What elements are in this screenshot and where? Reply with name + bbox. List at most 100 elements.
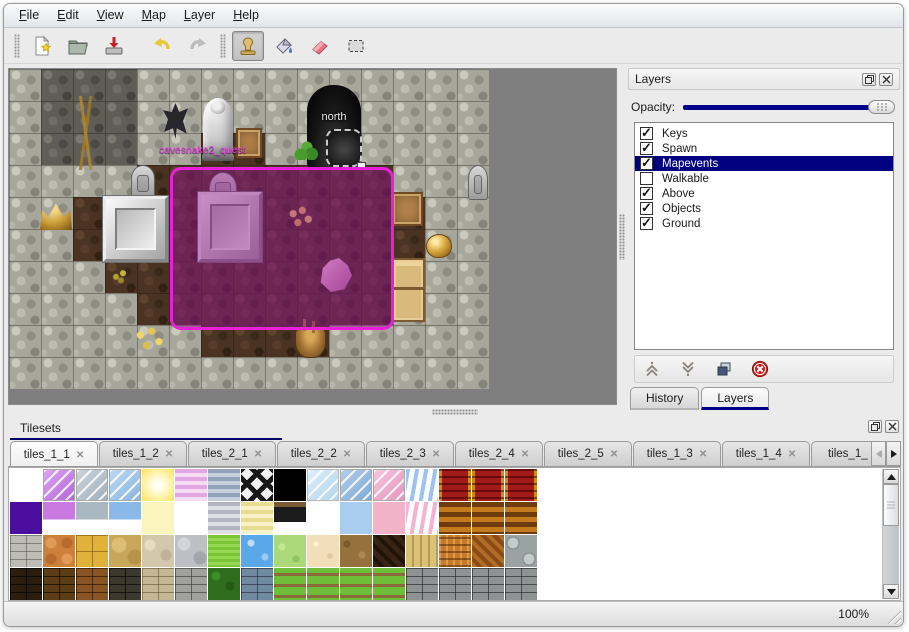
scrollbar-thumb[interactable] <box>883 484 899 526</box>
map-tile[interactable] <box>105 357 137 389</box>
map-tile[interactable] <box>105 293 137 325</box>
tileset-tile[interactable] <box>373 535 405 567</box>
map-tile[interactable] <box>137 357 169 389</box>
map-tile[interactable] <box>169 197 201 229</box>
map-tile[interactable] <box>457 357 489 389</box>
map-tile[interactable] <box>233 293 265 325</box>
tileset-tile[interactable] <box>472 502 504 534</box>
tileset-tile[interactable] <box>10 568 42 600</box>
tileset-tile[interactable] <box>43 469 75 501</box>
tabs-scroll-right-button[interactable] <box>886 441 901 466</box>
map-tile[interactable] <box>41 325 73 357</box>
map-tile[interactable] <box>137 293 169 325</box>
tileset-tile[interactable] <box>142 502 174 534</box>
tileset-tile[interactable] <box>307 469 339 501</box>
layer-row-above[interactable]: Above <box>635 185 893 201</box>
map-tile[interactable] <box>425 133 457 165</box>
map-tile[interactable] <box>457 101 489 133</box>
tileset-tile[interactable] <box>241 535 273 567</box>
map-tile[interactable] <box>233 261 265 293</box>
horizontal-splitter[interactable] <box>8 406 901 416</box>
layer-row-walkable[interactable]: Walkable <box>635 171 893 186</box>
layer-row-keys[interactable]: Keys <box>635 125 893 141</box>
menu-map[interactable]: Map <box>141 8 166 22</box>
tileset-tile[interactable] <box>373 568 405 600</box>
tileset-tile[interactable] <box>76 502 108 534</box>
map-tile[interactable] <box>361 229 393 261</box>
tileset-tile[interactable] <box>175 568 207 600</box>
map-tile[interactable] <box>297 229 329 261</box>
map-tile[interactable] <box>169 133 201 165</box>
opacity-slider-handle[interactable] <box>868 100 895 114</box>
tileset-tile[interactable] <box>109 469 141 501</box>
tileset-tile[interactable] <box>373 469 405 501</box>
map-tile[interactable] <box>361 357 393 389</box>
tileset-tile[interactable] <box>505 502 537 534</box>
map-tile[interactable] <box>457 293 489 325</box>
tileset-tile[interactable] <box>439 502 471 534</box>
tileset-tab-tiles_1_4[interactable]: tiles_1_4 ✕ <box>722 441 810 466</box>
tileset-tile[interactable] <box>373 502 405 534</box>
map-tile[interactable] <box>9 165 41 197</box>
map-tile[interactable] <box>425 101 457 133</box>
map-view[interactable]: north cavesnake2_quest <box>8 68 617 405</box>
map-tile[interactable] <box>457 197 489 229</box>
float-panel-button[interactable] <box>862 72 876 86</box>
map-tile[interactable] <box>201 325 233 357</box>
map-tile[interactable] <box>457 229 489 261</box>
map-tile[interactable] <box>9 69 41 101</box>
map-tile[interactable] <box>41 165 73 197</box>
map-tile[interactable] <box>73 197 105 229</box>
map-tile[interactable] <box>9 229 41 261</box>
tileset-tile[interactable] <box>208 469 240 501</box>
map-tile[interactable] <box>233 325 265 357</box>
lower-layer-button[interactable] <box>677 358 699 380</box>
tileset-tile[interactable] <box>175 469 207 501</box>
tilesets-titlebar[interactable]: Tilesets <box>8 417 901 440</box>
tileset-tile[interactable] <box>307 568 339 600</box>
map-tile[interactable] <box>73 165 105 197</box>
layer-visibility-checkbox[interactable] <box>640 125 653 141</box>
map-tile[interactable] <box>169 357 201 389</box>
tileset-tile[interactable] <box>142 535 174 567</box>
tab-close-icon[interactable]: ✕ <box>787 448 797 460</box>
undo-button[interactable] <box>146 31 178 61</box>
tileset-scrollbar[interactable] <box>882 469 899 599</box>
tileset-tab-tiles_2_1[interactable]: tiles_2_1 ✕ <box>188 441 276 466</box>
tileset-tab-tiles_2_2[interactable]: tiles_2_2 ✕ <box>277 441 365 466</box>
tileset-tile[interactable] <box>142 568 174 600</box>
tileset-tile[interactable] <box>76 568 108 600</box>
map-tile[interactable] <box>201 261 233 293</box>
tileset-tile[interactable] <box>406 502 438 534</box>
menu-file[interactable]: File <box>19 8 40 22</box>
select-tool-button[interactable] <box>340 31 372 61</box>
map-tile[interactable] <box>169 325 201 357</box>
map-tile[interactable] <box>201 69 233 101</box>
tileset-tile[interactable] <box>274 502 306 534</box>
tileset-tile[interactable] <box>274 469 306 501</box>
menu-help[interactable]: Help <box>233 8 259 22</box>
tileset-tab-tiles_2_4[interactable]: tiles_2_4 ✕ <box>455 441 543 466</box>
tileset-tile[interactable] <box>10 535 42 567</box>
map-tile[interactable] <box>73 293 105 325</box>
map-tile[interactable] <box>393 357 425 389</box>
menu-layer[interactable]: Layer <box>183 8 216 22</box>
tab-close-icon[interactable]: ✕ <box>342 448 352 460</box>
tileset-tile[interactable] <box>241 502 273 534</box>
map-tile[interactable] <box>233 165 265 197</box>
tileset-tile[interactable] <box>406 469 438 501</box>
duplicate-layer-button[interactable] <box>713 358 735 380</box>
tileset-tile[interactable] <box>175 535 207 567</box>
map-tile[interactable] <box>265 69 297 101</box>
tileset-tab-tiles_2_3[interactable]: tiles_2_3 ✕ <box>366 441 454 466</box>
tab-close-icon[interactable]: ✕ <box>75 449 85 461</box>
menu-edit[interactable]: Edit <box>57 8 79 22</box>
map-tile[interactable] <box>9 261 41 293</box>
tileset-tile[interactable] <box>505 469 537 501</box>
map-tile[interactable] <box>425 261 457 293</box>
tabs-scroll-left-button[interactable] <box>871 441 886 466</box>
map-tile[interactable] <box>41 261 73 293</box>
opacity-slider-track[interactable] <box>683 105 889 110</box>
eraser-tool-button[interactable] <box>304 31 336 61</box>
scroll-up-button[interactable] <box>883 469 899 484</box>
